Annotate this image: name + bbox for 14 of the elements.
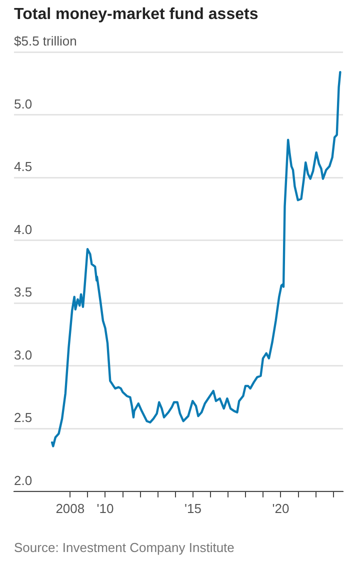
y-tick-label: $5.5 trillion — [14, 34, 77, 49]
y-tick-label: 5.0 — [14, 96, 32, 112]
y-tick-label: 2.5 — [14, 410, 32, 426]
y-tick-label: 3.0 — [14, 347, 32, 362]
y-tick-label: 2.0 — [14, 472, 32, 488]
chart-title: Total money-market fund assets — [14, 6, 258, 24]
y-tick-label: 3.5 — [14, 284, 32, 300]
x-tick-label: '20 — [272, 500, 290, 516]
source-note: Source: Investment Company Institute — [14, 540, 234, 555]
x-tick-label: 2008 — [56, 500, 85, 516]
x-tick-label: '10 — [96, 500, 114, 516]
x-tick-label: '15 — [184, 500, 202, 516]
y-tick-label: 4.0 — [14, 222, 32, 237]
y-tick-label: 4.5 — [14, 159, 32, 174]
